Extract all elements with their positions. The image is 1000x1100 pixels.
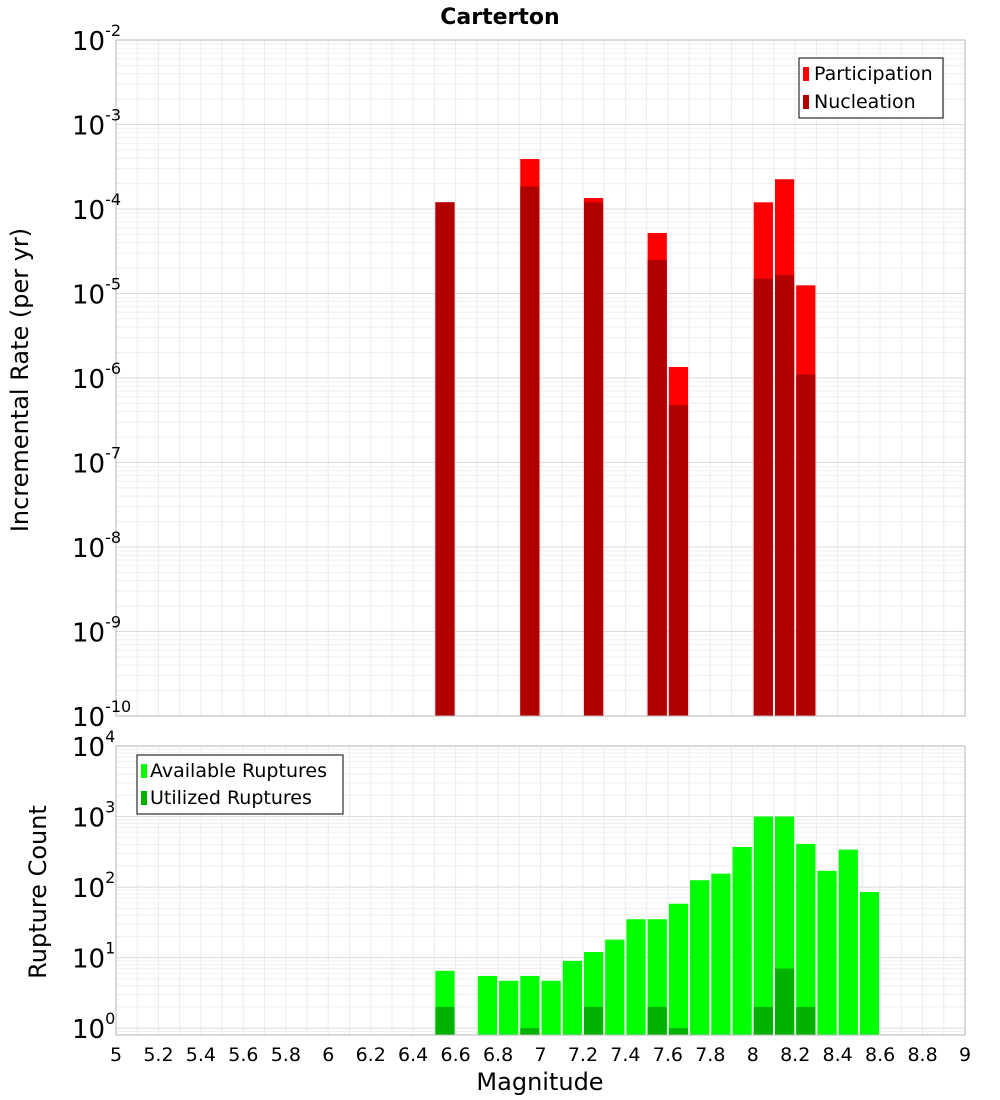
bar-available-ruptures <box>562 960 582 1035</box>
top-grid <box>115 39 966 717</box>
bar-utilized-ruptures <box>520 1028 540 1035</box>
bar-nucleation <box>796 374 816 716</box>
x-tick-labels: 5 5.2 5.4 5.6 5.8 6 6.2 6.4 6.6 6.8 7 7.2 7.4 7.6 7.8 8… <box>110 1044 971 1066</box>
bar-nucleation <box>668 404 689 716</box>
x-tick-label: 6.4 <box>398 1044 428 1066</box>
x-tick-label: 8.2 <box>780 1044 810 1066</box>
legend-participation: Participation <box>814 63 933 85</box>
top-plot-area <box>115 39 966 717</box>
legend-available-ruptures: Available Ruptures <box>150 760 327 782</box>
x-tick-label: 8.6 <box>865 1044 895 1066</box>
legend-nucleation: Nucleation <box>814 91 916 113</box>
y-tick-label: 100 <box>72 1009 115 1045</box>
y-tick-label: 10-3 <box>72 106 121 142</box>
bar-utilized-ruptures <box>796 1006 816 1035</box>
bar-utilized-ruptures <box>774 968 795 1035</box>
x-tick-label: 5.6 <box>228 1044 258 1066</box>
bar-available-ruptures <box>647 919 667 1035</box>
bar-available-ruptures <box>732 847 752 1035</box>
top-legend-box <box>798 57 944 119</box>
x-tick-label: 5.8 <box>271 1044 301 1066</box>
y-tick-label: 104 <box>72 727 115 763</box>
x-tick-label: 6 <box>322 1044 334 1066</box>
bar-available-ruptures <box>626 919 646 1035</box>
bottom-y-axis-label: Rupture Count <box>24 805 52 979</box>
y-tick-label: 10-9 <box>72 613 121 649</box>
bar-available-ruptures <box>499 980 519 1035</box>
top-y-axis-label: Incremental Rate (per yr) <box>6 228 34 532</box>
y-tick-label: 10-4 <box>72 190 121 226</box>
x-tick-label: 8.4 <box>823 1044 853 1066</box>
x-tick-label: 7.6 <box>653 1044 683 1066</box>
x-tick-label: 5.2 <box>143 1044 173 1066</box>
y-tick-label: 10-10 <box>72 697 131 733</box>
bar-nucleation <box>583 202 604 716</box>
bar-available-ruptures <box>753 816 773 1035</box>
bar-available-ruptures <box>605 939 625 1035</box>
bar-available-ruptures <box>668 903 689 1035</box>
bottom-legend-box <box>136 754 344 815</box>
bar-utilized-ruptures <box>583 1006 604 1035</box>
bottom-bars <box>435 816 880 1035</box>
bar-utilized-ruptures <box>647 1006 667 1035</box>
bar-utilized-ruptures <box>753 1006 773 1035</box>
bar-utilized-ruptures <box>668 1028 689 1035</box>
bar-available-ruptures <box>477 975 498 1035</box>
y-tick-label: 103 <box>72 798 115 834</box>
bar-available-ruptures <box>838 849 858 1035</box>
y-tick-label: 10-6 <box>72 359 121 395</box>
y-tick-label: 10-5 <box>72 275 121 311</box>
y-tick-label: 10-2 <box>72 21 121 57</box>
x-tick-label: 7.4 <box>610 1044 640 1066</box>
top-y-tick-labels: 10-2 10-3 10-4 10-5 10-6 10-7 10-8 10-9 10-10 <box>72 21 131 733</box>
bar-available-ruptures <box>796 843 816 1035</box>
y-tick-label: 102 <box>72 868 115 904</box>
x-tick-label: 5.4 <box>186 1044 216 1066</box>
bar-nucleation <box>774 275 795 716</box>
y-tick-label: 101 <box>72 939 115 975</box>
x-tick-label: 5 <box>110 1044 122 1066</box>
participation-swatch <box>803 67 809 81</box>
x-tick-label: 7.2 <box>568 1044 598 1066</box>
bottom-legend: Available Ruptures Utilized Ruptures <box>136 754 344 815</box>
x-tick-label: 6.8 <box>483 1044 513 1066</box>
legend-utilized-ruptures: Utilized Ruptures <box>150 787 312 809</box>
nucleation-swatch <box>803 95 809 109</box>
bottom-y-tick-labels: 104 103 102 101 100 <box>72 727 115 1045</box>
bar-nucleation <box>647 259 667 716</box>
y-tick-label: 10-8 <box>72 528 121 564</box>
x-tick-label: 7.8 <box>695 1044 725 1066</box>
top-legend: Participation Nucleation <box>798 57 944 119</box>
bottom-plot-area <box>115 745 966 1036</box>
bar-nucleation <box>435 202 455 716</box>
bar-available-ruptures <box>690 880 710 1035</box>
x-tick-label: 8 <box>747 1044 759 1066</box>
utilized-ruptures-swatch <box>141 791 147 805</box>
chart-title: Carterton <box>440 5 559 30</box>
x-axis-label: Magnitude <box>476 1068 603 1096</box>
bar-available-ruptures <box>859 892 880 1035</box>
bar-available-ruptures <box>817 870 837 1035</box>
top-bars <box>435 159 816 716</box>
x-tick-label: 7 <box>534 1044 546 1066</box>
x-tick-label: 6.6 <box>440 1044 470 1066</box>
bar-available-ruptures <box>711 873 731 1035</box>
bar-utilized-ruptures <box>435 1006 455 1035</box>
bar-available-ruptures <box>520 975 540 1035</box>
bar-nucleation <box>520 186 540 716</box>
bar-available-ruptures <box>541 980 561 1035</box>
x-tick-label: 6.2 <box>356 1044 386 1066</box>
x-tick-label: 9 <box>959 1044 971 1066</box>
y-tick-label: 10-7 <box>72 444 121 480</box>
x-tick-label: 8.8 <box>907 1044 937 1066</box>
bar-nucleation <box>753 278 773 716</box>
available-ruptures-swatch <box>141 764 147 778</box>
